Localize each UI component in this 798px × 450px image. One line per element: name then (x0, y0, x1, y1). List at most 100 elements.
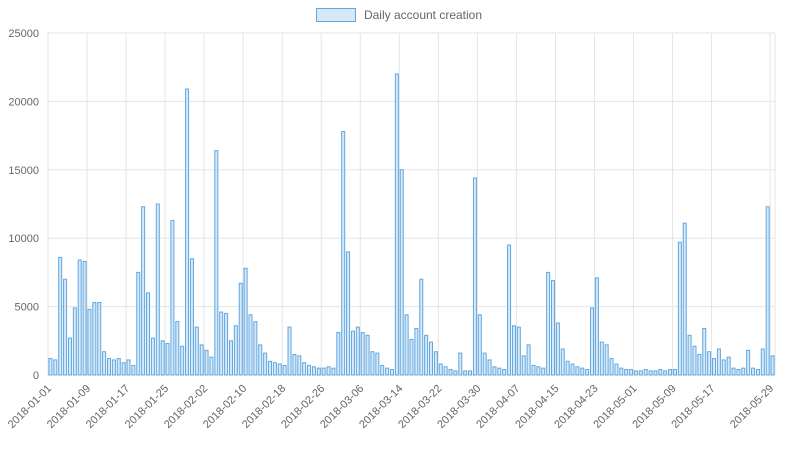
bar[interactable] (624, 369, 629, 376)
bar[interactable] (375, 352, 380, 376)
bar[interactable] (419, 278, 424, 376)
bar[interactable] (653, 370, 658, 376)
bar[interactable] (365, 334, 370, 376)
bar[interactable] (58, 256, 63, 376)
bar[interactable] (180, 345, 185, 376)
bar[interactable] (121, 362, 126, 376)
bar[interactable] (209, 356, 214, 376)
bar[interactable] (336, 332, 341, 376)
bar[interactable] (633, 370, 638, 376)
bar[interactable] (136, 271, 141, 376)
bar[interactable] (770, 355, 775, 376)
bar[interactable] (341, 131, 346, 376)
bar[interactable] (458, 352, 463, 376)
bar[interactable] (53, 359, 58, 376)
bar[interactable] (619, 367, 624, 376)
bar[interactable] (541, 367, 546, 376)
bar[interactable] (307, 364, 312, 376)
bar[interactable] (268, 360, 272, 376)
bar[interactable] (302, 362, 307, 376)
bar[interactable] (726, 356, 731, 376)
bar[interactable] (233, 325, 238, 376)
bar[interactable] (404, 314, 409, 376)
bar[interactable] (219, 311, 224, 376)
bar[interactable] (477, 314, 482, 376)
bar[interactable] (594, 277, 599, 376)
bar[interactable] (82, 260, 87, 376)
bar[interactable] (492, 366, 497, 376)
bar[interactable] (297, 355, 302, 376)
bar[interactable] (707, 351, 712, 376)
bar[interactable] (150, 337, 155, 376)
bar[interactable] (331, 367, 336, 376)
bar[interactable] (238, 282, 243, 376)
bar[interactable] (438, 363, 443, 376)
bar[interactable] (248, 314, 253, 376)
bar[interactable] (199, 344, 204, 376)
bar[interactable] (141, 206, 146, 376)
bar[interactable] (546, 271, 551, 376)
bar[interactable] (511, 325, 516, 376)
bar[interactable] (604, 344, 609, 376)
bar[interactable] (389, 369, 394, 376)
bar[interactable] (243, 267, 248, 376)
bar[interactable] (189, 258, 194, 376)
bar[interactable] (658, 369, 663, 376)
bar[interactable] (272, 362, 277, 376)
bar[interactable] (526, 344, 531, 376)
bar[interactable] (72, 307, 77, 376)
bar[interactable] (170, 219, 175, 376)
bar[interactable] (443, 366, 448, 376)
bar[interactable] (355, 326, 360, 376)
bar[interactable] (433, 351, 438, 376)
bar[interactable] (321, 367, 326, 376)
bar[interactable] (292, 353, 297, 376)
bar[interactable] (536, 366, 541, 376)
bar[interactable] (175, 321, 180, 376)
bar[interactable] (116, 358, 121, 376)
bar[interactable] (765, 206, 770, 376)
bar[interactable] (63, 278, 68, 376)
bar[interactable] (111, 359, 116, 376)
bar[interactable] (102, 351, 107, 376)
bar[interactable] (409, 338, 414, 376)
bar[interactable] (194, 326, 199, 376)
bar[interactable] (282, 364, 287, 376)
bar[interactable] (502, 369, 507, 376)
bar[interactable] (751, 367, 756, 376)
bar[interactable] (385, 367, 390, 376)
bar[interactable] (472, 177, 477, 376)
bar[interactable] (263, 352, 268, 376)
bar[interactable] (516, 326, 521, 376)
bar[interactable] (682, 222, 687, 376)
bar[interactable] (77, 259, 82, 376)
bar[interactable] (258, 344, 263, 376)
bar[interactable] (736, 369, 741, 376)
bar[interactable] (346, 251, 351, 376)
bar[interactable] (468, 370, 473, 376)
bar[interactable] (394, 73, 399, 376)
bar[interactable] (487, 359, 492, 376)
bar[interactable] (92, 302, 97, 376)
bar[interactable] (760, 348, 765, 376)
bar[interactable] (590, 307, 595, 376)
bar[interactable] (165, 343, 170, 376)
bar[interactable] (497, 367, 502, 376)
bar[interactable] (453, 370, 458, 376)
bar[interactable] (131, 364, 136, 376)
bar[interactable] (507, 244, 512, 376)
bar[interactable] (350, 330, 355, 376)
bar[interactable] (697, 353, 702, 376)
bar[interactable] (155, 203, 160, 376)
bar[interactable] (746, 349, 751, 376)
bar[interactable] (253, 321, 258, 376)
bar[interactable] (555, 322, 560, 376)
bar[interactable] (521, 355, 526, 376)
bar[interactable] (424, 334, 429, 376)
bar[interactable] (463, 370, 468, 376)
bar[interactable] (228, 340, 233, 376)
bar[interactable] (672, 369, 677, 376)
bar[interactable] (712, 358, 717, 376)
bar[interactable] (643, 369, 648, 376)
bar[interactable] (399, 169, 404, 376)
